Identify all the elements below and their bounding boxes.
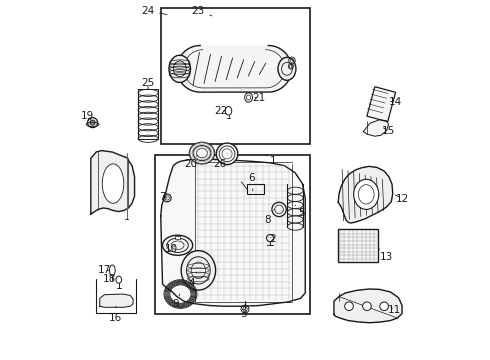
Bar <box>338 229 378 262</box>
Ellipse shape <box>190 142 215 164</box>
Polygon shape <box>334 289 402 323</box>
Ellipse shape <box>102 164 124 203</box>
Bar <box>161 8 310 144</box>
Bar <box>155 155 310 315</box>
Text: 23: 23 <box>191 6 212 16</box>
Text: 2: 2 <box>270 234 276 244</box>
Ellipse shape <box>354 179 379 210</box>
Text: 11: 11 <box>388 305 401 315</box>
Text: 12: 12 <box>395 194 409 204</box>
Ellipse shape <box>181 251 216 290</box>
Text: 22: 22 <box>214 106 227 116</box>
Text: 21: 21 <box>253 93 266 103</box>
Ellipse shape <box>278 57 296 80</box>
Polygon shape <box>100 294 133 307</box>
Text: 9: 9 <box>173 294 180 309</box>
Text: 13: 13 <box>378 248 393 262</box>
Ellipse shape <box>216 143 238 165</box>
Polygon shape <box>91 150 135 214</box>
Text: 15: 15 <box>382 126 395 135</box>
Text: 7: 7 <box>159 192 167 202</box>
Text: 19: 19 <box>80 111 94 121</box>
Bar <box>247 184 264 194</box>
Polygon shape <box>161 159 305 306</box>
Polygon shape <box>364 120 389 136</box>
Polygon shape <box>338 166 393 223</box>
Text: 4: 4 <box>189 273 196 288</box>
Text: 18: 18 <box>103 274 116 284</box>
Ellipse shape <box>163 235 193 255</box>
Ellipse shape <box>380 302 389 311</box>
Ellipse shape <box>88 118 98 128</box>
Text: 24: 24 <box>141 6 167 16</box>
Bar <box>367 87 395 122</box>
Ellipse shape <box>363 302 371 311</box>
Text: 26: 26 <box>213 154 227 169</box>
Text: 10: 10 <box>165 244 178 254</box>
Text: 1: 1 <box>266 155 276 166</box>
Text: 16: 16 <box>109 306 122 323</box>
Text: 20: 20 <box>184 155 197 169</box>
Text: 8: 8 <box>264 210 274 225</box>
Ellipse shape <box>169 55 191 82</box>
Text: 17: 17 <box>98 265 111 275</box>
Text: 6: 6 <box>248 173 255 191</box>
Text: 25: 25 <box>141 78 154 89</box>
Text: 3: 3 <box>240 310 246 319</box>
Ellipse shape <box>344 302 353 311</box>
Text: 14: 14 <box>389 97 402 107</box>
Ellipse shape <box>90 120 95 125</box>
Polygon shape <box>177 45 292 92</box>
Bar <box>175 235 180 239</box>
Text: 5: 5 <box>295 205 305 218</box>
